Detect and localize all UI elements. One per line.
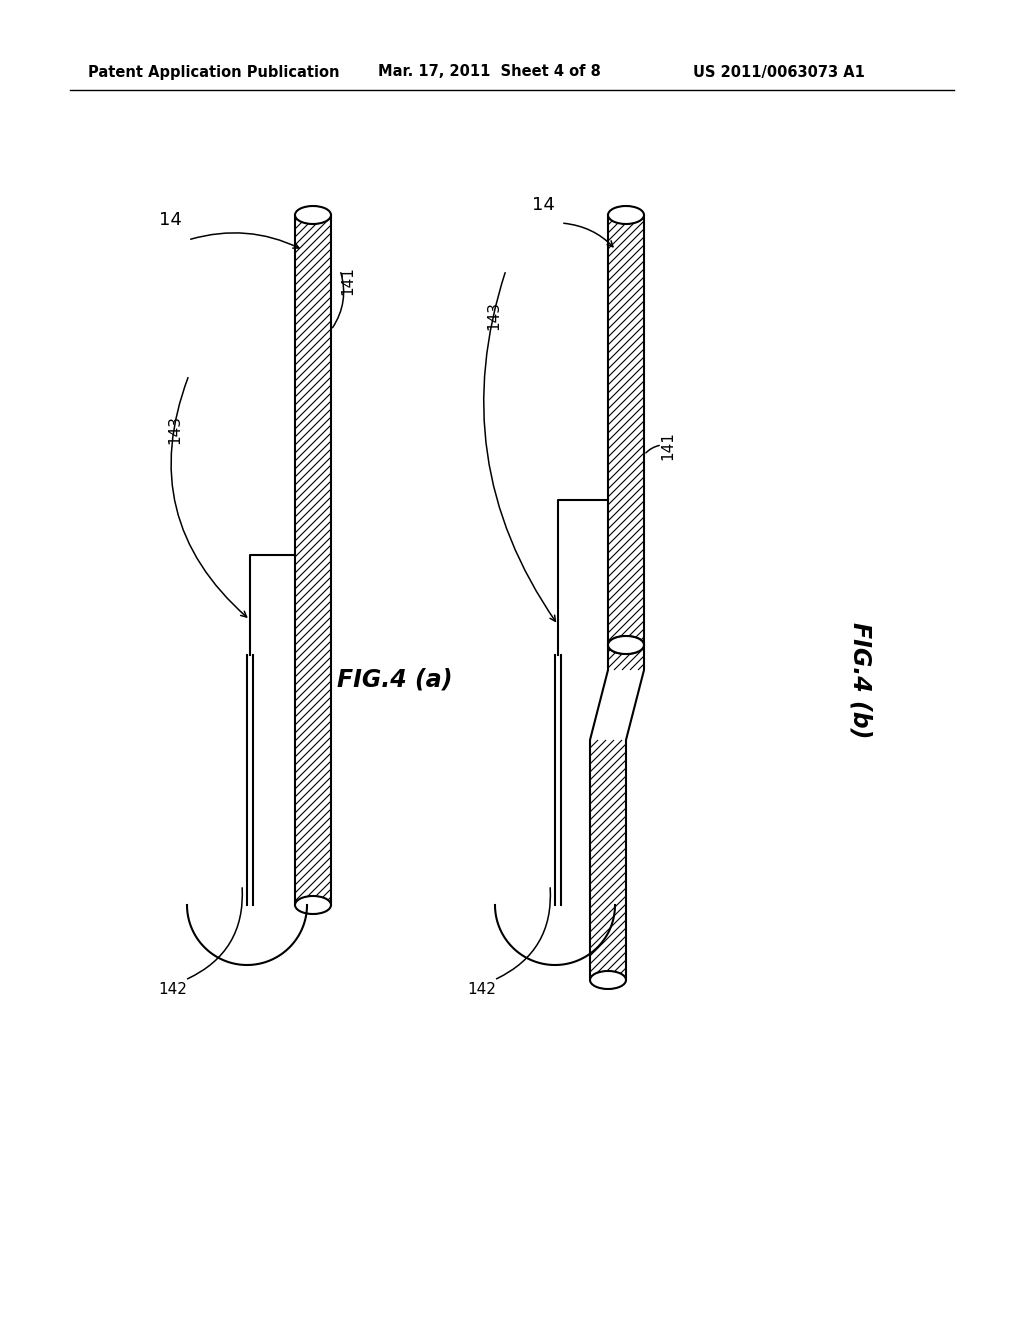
Polygon shape <box>590 645 644 979</box>
Ellipse shape <box>608 636 644 653</box>
Ellipse shape <box>608 206 644 224</box>
Text: 143: 143 <box>168 416 182 445</box>
Ellipse shape <box>590 972 626 989</box>
Text: 14: 14 <box>159 211 181 228</box>
Text: 143: 143 <box>486 301 502 330</box>
Ellipse shape <box>295 896 331 913</box>
Ellipse shape <box>295 206 331 224</box>
Text: 142: 142 <box>159 982 187 998</box>
Text: 141: 141 <box>660 432 676 459</box>
Ellipse shape <box>608 636 644 653</box>
Bar <box>295 215 331 906</box>
Text: FIG.4 (b): FIG.4 (b) <box>848 622 872 738</box>
Text: US 2011/0063073 A1: US 2011/0063073 A1 <box>693 65 865 79</box>
Text: Mar. 17, 2011  Sheet 4 of 8: Mar. 17, 2011 Sheet 4 of 8 <box>378 65 601 79</box>
Bar <box>608 215 644 645</box>
Text: 14: 14 <box>531 195 554 214</box>
Text: 142: 142 <box>468 982 497 998</box>
Text: 141: 141 <box>341 267 355 294</box>
Text: FIG.4 (a): FIG.4 (a) <box>337 668 453 692</box>
Text: Patent Application Publication: Patent Application Publication <box>88 65 340 79</box>
Bar <box>295 215 331 906</box>
Bar <box>608 215 644 645</box>
